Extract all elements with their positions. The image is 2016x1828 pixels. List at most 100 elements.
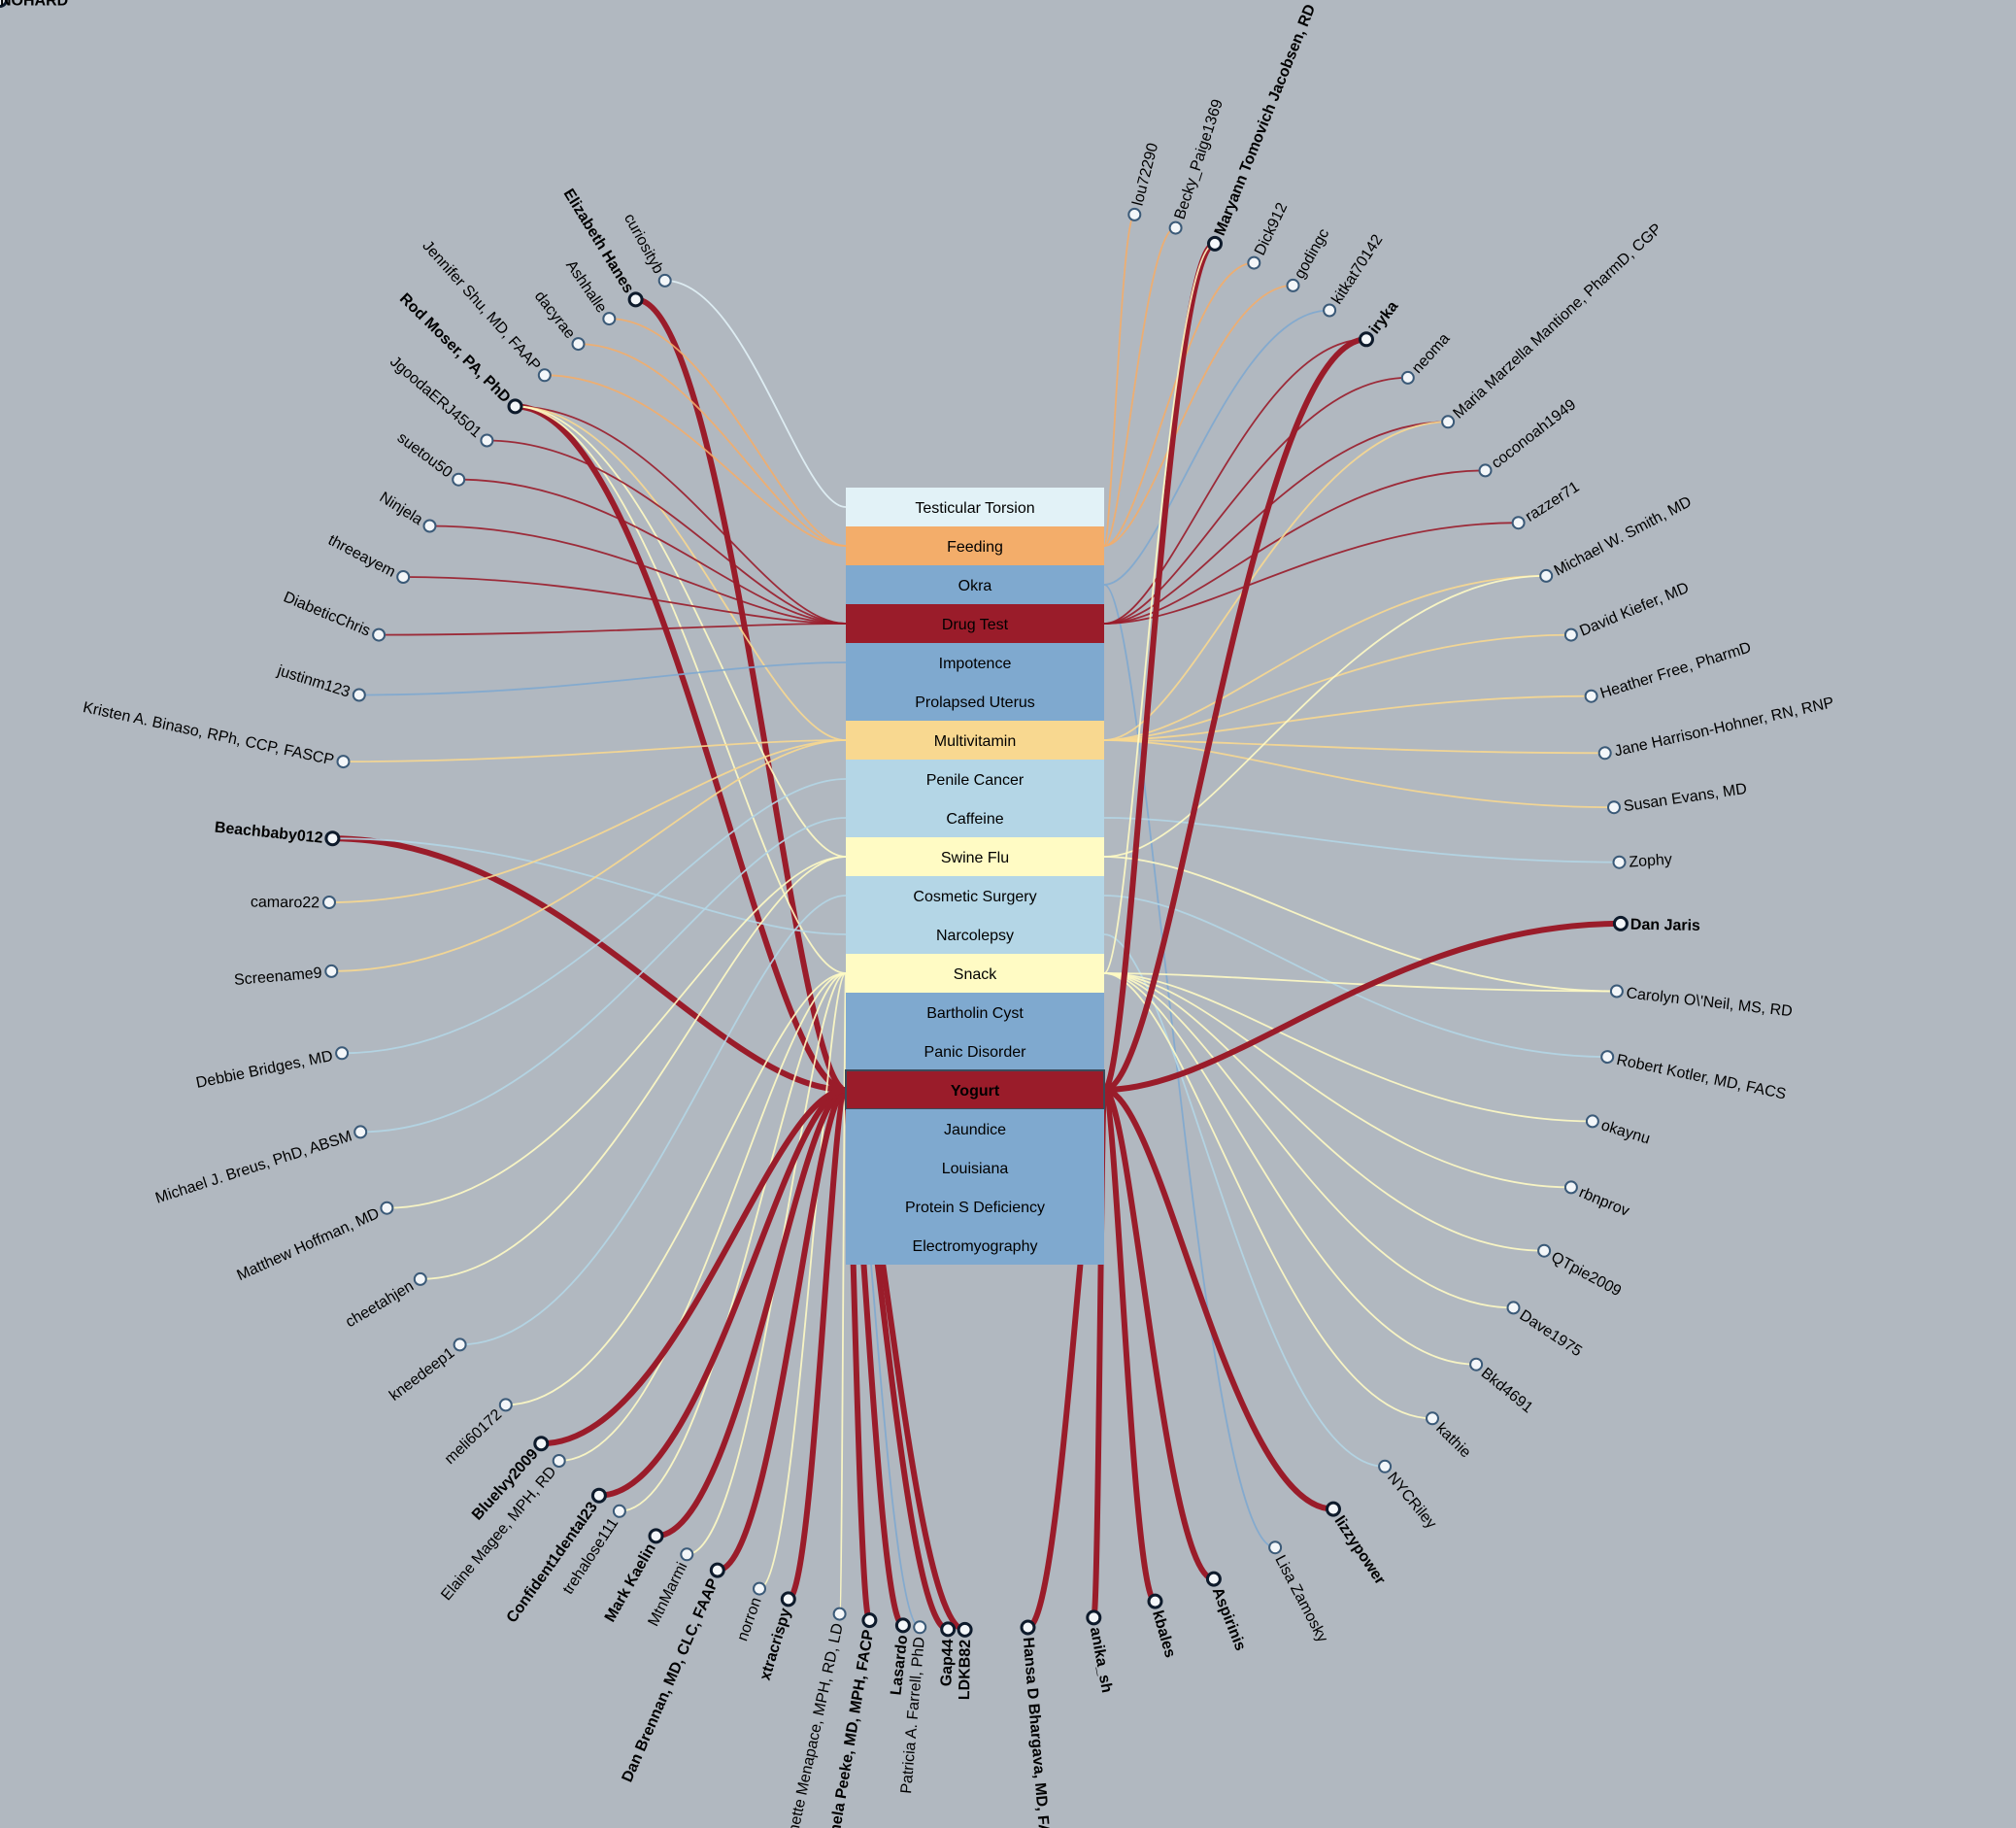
user-dot[interactable] bbox=[1400, 370, 1415, 385]
user-node-dave1975[interactable]: Dave1975 bbox=[1506, 1301, 1585, 1360]
user-node-iryka[interactable]: iryka bbox=[1359, 298, 1402, 348]
user-dot[interactable] bbox=[612, 1504, 626, 1518]
user-node-michael-j-breus-phd-absm[interactable]: Michael J. Breus, PhD, ABSM bbox=[153, 1125, 368, 1207]
user-dot[interactable] bbox=[957, 1621, 973, 1638]
user-node-rod-moser-pa-phd[interactable]: Rod Moser, PA, PhD bbox=[396, 290, 523, 415]
user-dot[interactable] bbox=[1247, 255, 1261, 270]
user-node-maria-marzella-mantione-pharmd-cgp[interactable]: Maria Marzella Mantione, PharmD, CGP bbox=[1441, 220, 1665, 429]
user-node-anika-sh[interactable]: anika_sh bbox=[1086, 1609, 1115, 1694]
user-dot[interactable] bbox=[1506, 1301, 1521, 1315]
user-dot[interactable] bbox=[1609, 984, 1624, 999]
user-node-matthew-hoffman-md[interactable]: Matthew Hoffman, MD bbox=[235, 1201, 394, 1284]
user-node-threeayem[interactable]: threeayem bbox=[325, 532, 411, 584]
user-dot[interactable] bbox=[1537, 1243, 1552, 1258]
user-dot[interactable] bbox=[498, 1398, 513, 1412]
user-dot[interactable] bbox=[1607, 800, 1621, 815]
user-dot[interactable] bbox=[1563, 627, 1578, 642]
user-dot[interactable] bbox=[324, 964, 339, 978]
topic-feeding[interactable]: Feeding bbox=[846, 526, 1104, 565]
user-dot[interactable] bbox=[353, 1125, 368, 1139]
user-node-aspirinis[interactable]: Aspirinis bbox=[1205, 1571, 1249, 1653]
topic-multivitamin[interactable]: Multivitamin bbox=[846, 721, 1104, 760]
user-node-nycriley[interactable]: NYCRiley bbox=[1378, 1459, 1439, 1532]
user-node-lisa-zamosky[interactable]: Lisa Zamosky bbox=[1268, 1540, 1330, 1645]
user-dot[interactable] bbox=[894, 1617, 911, 1634]
user-dot[interactable] bbox=[1286, 278, 1300, 292]
topic-cosmetic-surgery[interactable]: Cosmetic Surgery bbox=[846, 876, 1104, 915]
topic-electromyography[interactable]: Electromyography bbox=[846, 1226, 1104, 1265]
user-dot[interactable] bbox=[1469, 1357, 1484, 1371]
user-dot[interactable] bbox=[335, 1046, 350, 1061]
user-dot[interactable] bbox=[709, 1562, 725, 1578]
user-node-carolyn-o-neil-ms-rd[interactable]: Carolyn O\'Neil, MS, RD bbox=[1609, 984, 1794, 1020]
user-node-maryann-tomovich-jacobsen-rd[interactable]: Maryann Tomovich Jacobsen, RD bbox=[1207, 2, 1320, 252]
user-node-meli60172[interactable]: meli60172 bbox=[442, 1398, 513, 1468]
user-node-screename9[interactable]: Screename9 bbox=[233, 964, 339, 989]
topic-jaundice[interactable]: Jaundice bbox=[846, 1109, 1104, 1148]
user-node-ldkb82[interactable]: LDKB82 bbox=[957, 1621, 974, 1700]
user-node-godingc[interactable]: godingc bbox=[1286, 226, 1333, 292]
user-node-robert-kotler-md-facs[interactable]: Robert Kotler, MD, FACS bbox=[1600, 1050, 1788, 1103]
user-node-kristen-a-binaso-rph-ccp-fascp[interactable]: Kristen A. Binaso, RPh, CCP, FASCP bbox=[82, 699, 351, 768]
user-node-cheetahjen[interactable]: cheetahjen bbox=[343, 1271, 427, 1331]
user-node-ninjela[interactable]: Ninjela bbox=[377, 490, 437, 533]
user-node-kitkat70142[interactable]: kitkat70142 bbox=[1323, 232, 1387, 318]
user-dot[interactable] bbox=[861, 1612, 878, 1629]
user-node-okaynu[interactable]: okaynu bbox=[1585, 1114, 1652, 1148]
user-dot[interactable] bbox=[552, 1454, 566, 1468]
user-dot[interactable] bbox=[422, 519, 437, 533]
user-dot[interactable] bbox=[1612, 915, 1629, 931]
user-node-michael-w-smith-md[interactable]: Michael W. Smith, MD bbox=[1539, 493, 1695, 583]
topic-drug-test[interactable]: Drug Test bbox=[846, 604, 1104, 643]
user-dot[interactable] bbox=[396, 570, 411, 584]
user-dot[interactable] bbox=[1205, 1571, 1222, 1587]
user-dot[interactable] bbox=[1441, 415, 1456, 429]
user-dot[interactable] bbox=[627, 291, 644, 308]
user-dot[interactable] bbox=[1612, 855, 1627, 869]
user-dot[interactable] bbox=[352, 688, 366, 702]
user-dot[interactable] bbox=[453, 1337, 467, 1352]
topic-testicular-torsion[interactable]: Testicular Torsion bbox=[846, 488, 1104, 526]
user-dot[interactable] bbox=[1086, 1609, 1102, 1626]
user-dot[interactable] bbox=[648, 1528, 664, 1544]
user-dot[interactable] bbox=[657, 273, 672, 288]
user-node-suetou50[interactable]: suetou50 bbox=[394, 429, 466, 487]
user-node-beachbaby012[interactable]: Beachbaby012 bbox=[214, 820, 341, 847]
user-node-becky-paige1369[interactable]: Becky_Paige1369 bbox=[1168, 97, 1226, 235]
user-dot[interactable] bbox=[1168, 220, 1183, 235]
user-dot[interactable] bbox=[1127, 207, 1142, 221]
user-node-jennifer-shu-md-faap[interactable]: Jennifer Shu, MD, FAAP bbox=[419, 238, 552, 383]
user-node-zophy[interactable]: Zophy bbox=[1612, 852, 1673, 871]
topic-panic-disorder[interactable]: Panic Disorder bbox=[846, 1032, 1104, 1070]
user-node-dick912[interactable]: Dick912 bbox=[1247, 200, 1291, 270]
user-dot[interactable] bbox=[507, 398, 523, 415]
user-node-kbales[interactable]: kbales bbox=[1147, 1593, 1178, 1660]
user-dot[interactable] bbox=[680, 1547, 694, 1562]
user-node-kneedeep1[interactable]: kneedeep1 bbox=[386, 1337, 467, 1405]
user-node-coconoah1949[interactable]: coconoah1949 bbox=[1478, 396, 1580, 478]
topic-caffeine[interactable]: Caffeine bbox=[846, 798, 1104, 837]
topic-narcolepsy[interactable]: Narcolepsy bbox=[846, 915, 1104, 954]
user-dot[interactable] bbox=[602, 312, 617, 326]
user-node-neoma[interactable]: neoma bbox=[1400, 330, 1454, 385]
user-node-rbnprov[interactable]: rbnprov bbox=[1563, 1180, 1631, 1220]
topic-protein-s-deficiency[interactable]: Protein S Deficiency bbox=[846, 1187, 1104, 1226]
user-dot[interactable] bbox=[372, 627, 386, 642]
user-node-nohard[interactable]: NOHARD bbox=[0, 0, 68, 10]
topic-snack[interactable]: Snack bbox=[846, 954, 1104, 993]
user-dot[interactable] bbox=[1585, 1114, 1599, 1129]
user-dot[interactable] bbox=[780, 1591, 796, 1608]
user-dot[interactable] bbox=[571, 337, 586, 352]
user-node-dan-jaris[interactable]: Dan Jaris bbox=[1612, 915, 1700, 934]
user-node-dacyrae[interactable]: dacyrae bbox=[531, 288, 586, 352]
user-dot[interactable] bbox=[1326, 1501, 1341, 1517]
user-node-lou72290[interactable]: lou72290 bbox=[1127, 141, 1161, 221]
user-dot[interactable] bbox=[1268, 1540, 1283, 1555]
user-node-norron[interactable]: norron bbox=[734, 1581, 766, 1643]
user-dot[interactable] bbox=[1147, 1593, 1163, 1609]
user-dot[interactable] bbox=[753, 1581, 766, 1596]
user-node-heather-free-pharmd[interactable]: Heather Free, PharmD bbox=[1584, 639, 1754, 703]
user-dot[interactable] bbox=[1597, 746, 1612, 761]
user-dot[interactable] bbox=[1600, 1050, 1615, 1065]
user-dot[interactable] bbox=[0, 0, 8, 8]
